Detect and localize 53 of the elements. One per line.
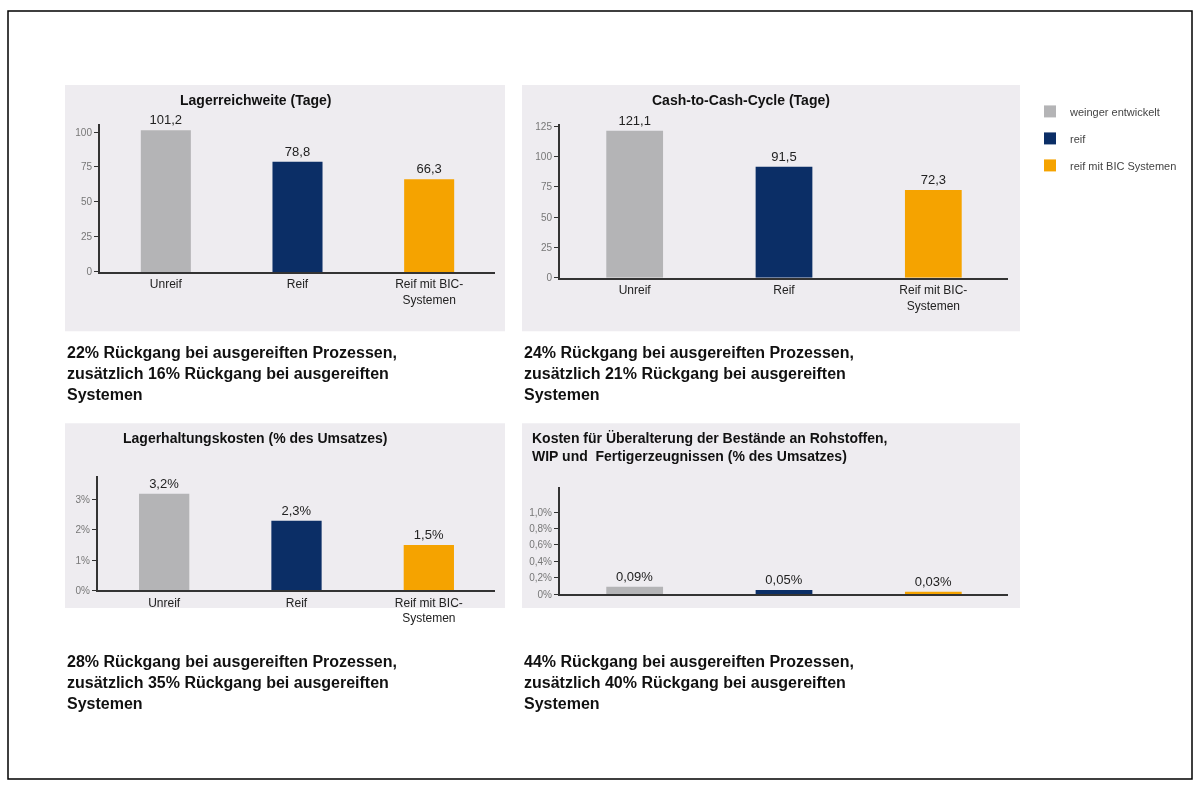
y-tick-label: 25 — [80, 231, 93, 243]
y-tick-label: 125 — [535, 120, 553, 132]
x-tick-label: Unreif — [618, 283, 652, 298]
y-tick-label: 1,0% — [529, 506, 553, 518]
legend-label: reif mit BIC Systemen — [1070, 159, 1177, 172]
data-label: 78,8 — [284, 143, 311, 159]
y-tick-label: 100 — [75, 126, 93, 138]
data-label: 91,5 — [771, 148, 797, 164]
y-tick-label: 1% — [75, 554, 91, 566]
x-tick-label: Reif mit BIC-Systemen — [899, 283, 968, 313]
x-tick-label: Reif — [286, 277, 309, 292]
data-label: 1,5% — [413, 526, 444, 542]
y-tick-label: 0,8% — [529, 522, 553, 534]
y-tick-label: 2% — [75, 524, 91, 536]
data-label: 101,2 — [149, 112, 183, 128]
chart-title: Kosten für Überalterung der Bestände an Rohstoffen, WIP und Fertigerzeugnissen (% des Umsatzes) — [532, 430, 888, 465]
chart-title: Lagerreichweite (Tage) — [180, 92, 332, 108]
text: 28% Rückgang bei ausgereiften Prozessen, zusätzlich 35% Rückgang bei ausgereiften Systemen — [67, 653, 397, 712]
y-tick-label: 100 — [535, 150, 553, 162]
data-label: 2,3% — [281, 502, 312, 518]
x-tick-label: Unreif — [148, 595, 181, 610]
y-tick-label: 0,4% — [529, 555, 553, 567]
legend-label: reif — [1070, 132, 1087, 145]
data-label: 0,03% — [914, 573, 952, 589]
x-tick-label: Reif — [773, 283, 796, 298]
data-label: 121,1 — [618, 112, 651, 128]
y-tick-label: 0% — [75, 584, 91, 596]
y-tick-label: 0 — [86, 266, 93, 278]
x-tick-label: Reif — [285, 595, 308, 610]
y-tick-label: 75 — [80, 161, 93, 173]
text: 22% Rückgang bei ausgereiften Prozessen, zusätzlich 16% Rückgang bei ausgereiften Systemen — [67, 344, 397, 403]
y-tick-label: 50 — [540, 211, 553, 223]
x-tick-label: Reif mit BIC-Systemen — [395, 277, 464, 307]
text: 24% Rückgang bei ausgereiften Prozessen, zusätzlich 21% Rückgang bei ausgereiften Systemen — [524, 344, 854, 403]
data-label: 0,09% — [616, 568, 654, 584]
data-label: 72,3 — [920, 172, 946, 188]
data-label: 66,3 — [416, 161, 442, 177]
x-tick-label: Reif mit BIC-Systemen — [394, 595, 463, 626]
y-tick-label: 0,2% — [529, 572, 553, 584]
data-label: 0,05% — [765, 572, 803, 588]
x-tick-label: Unreif — [149, 277, 183, 292]
y-tick-label: 3% — [75, 494, 91, 506]
chart-title: Lagerhaltungskosten (% des Umsatzes) — [123, 430, 388, 446]
y-tick-label: 50 — [80, 196, 93, 208]
text: 44% Rückgang bei ausgereiften Prozessen, zusätzlich 40% Rückgang bei ausgereiften Systemen — [524, 653, 854, 712]
y-tick-label: 25 — [540, 241, 553, 253]
chart-title: Cash-to-Cash-Cycle (Tage) — [652, 92, 830, 108]
legend-label: weinger entwickelt — [1069, 105, 1160, 118]
y-tick-label: 0 — [546, 272, 553, 284]
y-tick-label: 0% — [537, 588, 553, 600]
data-label: 3,2% — [149, 475, 180, 491]
y-tick-label: 0,6% — [529, 539, 553, 551]
y-tick-label: 75 — [540, 181, 553, 193]
